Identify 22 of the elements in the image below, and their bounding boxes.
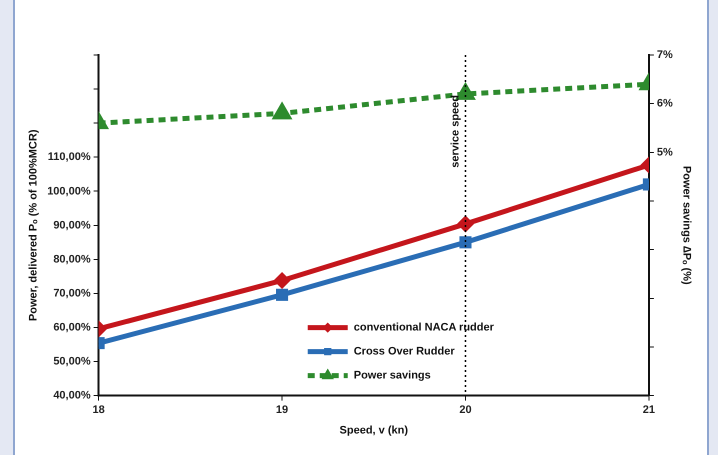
ref-line-label: service speed <box>450 95 462 168</box>
y-axis-title: Power, delivered Pₒ (% of 100%MCR) <box>28 129 40 322</box>
y2-tick-label: 7% <box>656 49 674 62</box>
legend-label: conventional NACA rudder <box>354 322 495 334</box>
x-tick-label: 20 <box>459 404 472 416</box>
y-tick-label: 90,00% <box>53 219 91 232</box>
y-tick-label: 100,00% <box>47 185 91 198</box>
y-tick-label: 110,00% <box>48 151 91 164</box>
legend-label: Cross Over Rudder <box>354 346 456 358</box>
y-tick-label: 40,00% <box>53 390 91 402</box>
y-tick-label: 80,00% <box>53 253 91 266</box>
y-tick-label: 60,00% <box>53 322 91 334</box>
y-tick-label: 70,00% <box>53 287 91 300</box>
y2-tick-label: 5% <box>656 146 674 158</box>
y-tick-label: 50,00% <box>53 356 91 368</box>
x-tick-label: 19 <box>276 404 288 416</box>
x-axis-title: Speed, v (kn) <box>340 424 408 436</box>
x-tick-label: 18 <box>92 404 105 416</box>
x-tick-label: 21 <box>642 404 656 416</box>
y2-tick-label: 6% <box>656 98 674 110</box>
legend-label: Power savings <box>354 370 431 382</box>
y2-axis-title: Power savings ∆Pₒ (%) <box>680 166 692 286</box>
